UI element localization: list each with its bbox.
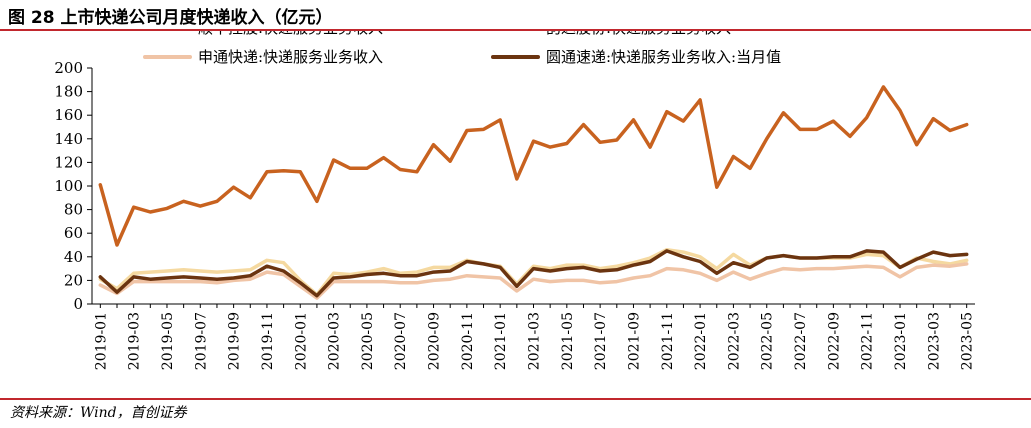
y-tick-label: 20: [64, 271, 83, 289]
x-tick-label: 2023-03: [926, 312, 942, 370]
legend-label-4: 圆通速递:快递服务业务收入:当月值: [546, 48, 781, 66]
x-tick-label: 2023-01: [893, 312, 909, 370]
x-tick-label: 2021-01: [493, 312, 509, 370]
y-tick-label: 80: [64, 201, 83, 219]
y-tick-label: 0: [73, 295, 83, 313]
x-tick-label: 2019-03: [127, 312, 143, 370]
y-tick-label: 200: [54, 59, 83, 77]
x-tick-label: 2021-05: [560, 312, 576, 370]
series-line-3: [98, 262, 969, 300]
x-tick-label: 2021-03: [527, 312, 543, 370]
x-tick-label: 2019-01: [93, 312, 109, 370]
figure-title: 图 28 上市快递公司月度快递收入（亿元）: [8, 8, 333, 28]
legend-label-2: 韵达股份:快递服务业务收入: [546, 31, 731, 37]
y-tick-label: 40: [64, 248, 83, 266]
x-tick-label: 2020-01: [293, 312, 309, 370]
legend-label-1: 顺丰控股:快递服务业务收入: [198, 31, 383, 37]
y-tick-label: 160: [54, 106, 83, 124]
figure-header: 图 28 上市快递公司月度快递收入（亿元）: [0, 0, 1031, 30]
x-tick-label: 2019-05: [160, 312, 176, 370]
y-tick-label: 140: [54, 130, 83, 148]
x-tick-label: 2019-07: [193, 312, 209, 370]
x-tick-label: 2022-01: [693, 312, 709, 370]
x-tick-label: 2022-05: [760, 312, 776, 370]
series-line-1: [98, 85, 969, 247]
x-tick-label: 2020-09: [427, 312, 443, 370]
x-tick-label: 2020-05: [360, 312, 376, 370]
line-chart: 0 20 40 60 80 100 120 140 160 180 200 2019-01 2019-0…: [54, 31, 976, 370]
x-tick-label: 2022-11: [860, 312, 876, 370]
x-tick-label: 2021-07: [593, 312, 609, 370]
source-note: 资料来源：Wind，首创证券: [10, 405, 187, 421]
top-rule: [0, 29, 1031, 31]
y-tick-label: 100: [54, 177, 83, 195]
y-tick-label: 60: [64, 224, 83, 242]
legend-label-3: 申通快递:快递服务业务收入: [198, 48, 383, 66]
x-tick-label: 2021-11: [660, 312, 676, 370]
y-tick-label: 180: [54, 83, 83, 101]
bottom-rule: [0, 398, 1031, 400]
x-tick-label: 2022-09: [826, 312, 842, 370]
x-tick-label: 2022-07: [793, 312, 809, 370]
x-tick-label: 2020-11: [460, 312, 476, 370]
series-line-4: [98, 249, 969, 298]
x-tick-label: 2019-11: [260, 312, 276, 370]
x-tick-label: 2020-03: [327, 312, 343, 370]
x-tick-label: 2023-05: [960, 312, 976, 370]
x-tick-label: 2020-07: [393, 312, 409, 370]
y-tick-label: 120: [54, 153, 83, 171]
x-tick-label: 2019-09: [227, 312, 243, 370]
x-tick-label: 2021-09: [626, 312, 642, 370]
x-tick-label: 2022-03: [726, 312, 742, 370]
